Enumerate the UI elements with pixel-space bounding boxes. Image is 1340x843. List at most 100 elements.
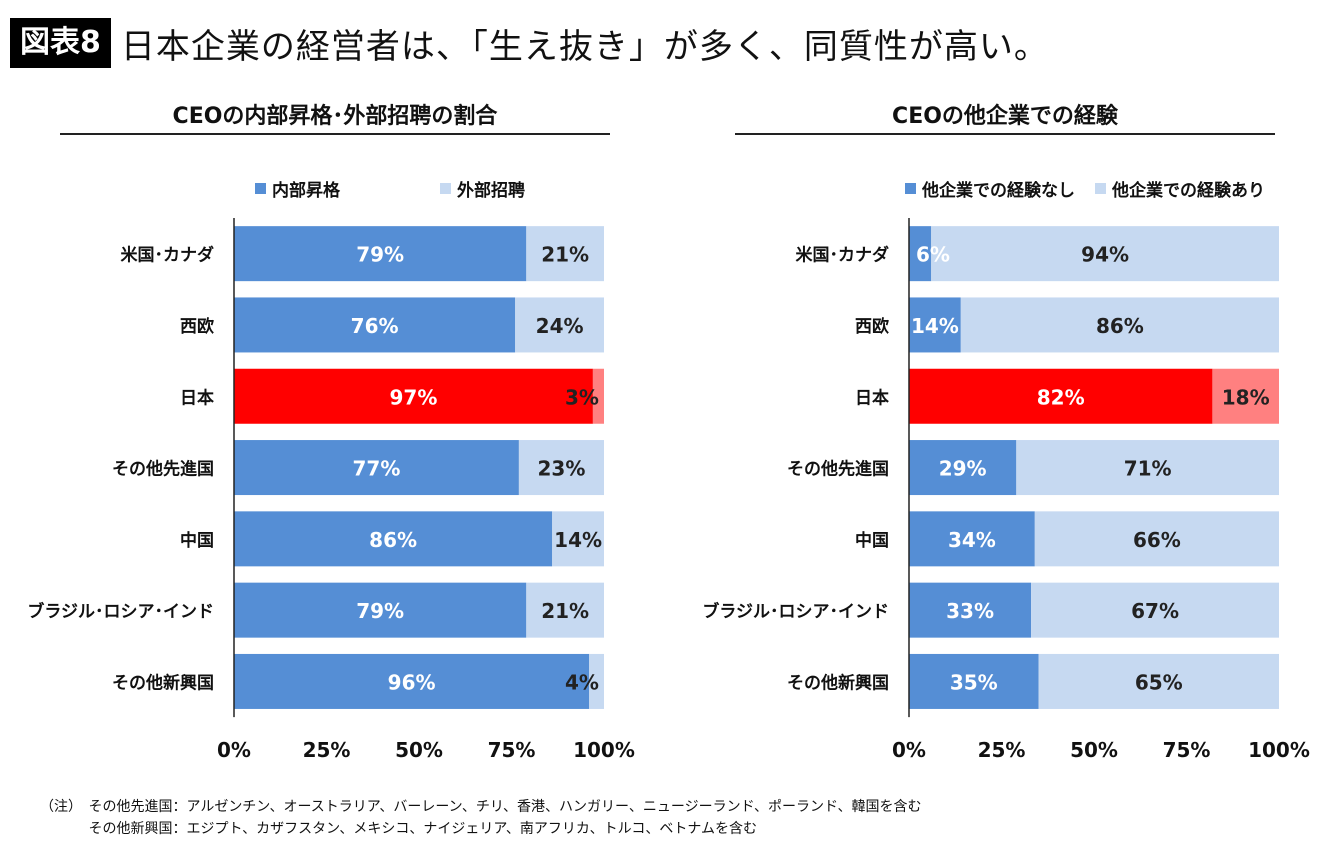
bar-segment-secondary [589,653,604,709]
bar-segment-primary [234,297,516,353]
bar-segment-primary [909,582,1032,638]
chart-2-legend: 他企業での経験なし 他企業での経験あり [905,176,1265,201]
data-label-primary: 77% [353,457,401,481]
chart-1-legend: 内部昇格 外部招聘 [255,176,525,201]
bar-segment-primary [234,440,519,496]
x-tick-label: 0% [892,738,926,762]
category-label: 米国･カナダ [121,245,215,266]
data-label-secondary: 66% [1133,528,1181,552]
category-label: その他新興国 [787,672,889,693]
data-label-primary: 29% [939,457,987,481]
category-label: 日本 [855,387,889,408]
category-label: ブラジル･ロシア･インド [702,601,889,622]
category-label: その他先進国 [112,459,214,480]
data-label-secondary: 65% [1135,670,1183,694]
bar-segment-primary [909,297,961,353]
legend-item: 他企業での経験あり [1095,176,1265,201]
chart-1-title: CEOの内部昇格･外部招聘の割合 [172,104,498,129]
chart-2-plot: 米国･カナダ 6% 94% 西欧 14% 86% 日本 82% 18% その他先進国 29% 71% 中… [702,218,1310,762]
bar-segment-secondary [1031,582,1279,638]
legend-label: 外部招聘 [457,181,525,201]
data-label-secondary: 71% [1124,457,1172,481]
legend-swatch-primary [905,183,916,194]
data-label-secondary: 21% [541,599,589,623]
legend-swatch-primary [255,183,266,194]
legend-label: 他企業での経験あり [1112,181,1265,201]
footnote-line-1: （注） その他先進国：アルゼンチン、オーストラリア、バーレーン、チリ、香港、ハン… [40,796,921,816]
bar-segment-primary [234,582,527,638]
bar-segment-secondary [960,297,1279,353]
data-label-secondary: 18% [1222,385,1270,409]
footnote-text: その他先進国：アルゼンチン、オーストラリア、バーレーン、チリ、香港、ハンガリー、… [88,799,922,815]
x-tick-label: 75% [488,738,536,762]
data-label-primary: 14% [911,314,959,338]
footnote-prefix: （注） [40,799,82,815]
data-label-secondary: 4% [565,670,599,694]
data-label-secondary: 3% [565,385,599,409]
data-label-primary: 97% [390,385,438,409]
data-label-primary: 79% [356,599,404,623]
x-tick-label: 25% [978,738,1026,762]
bar-segment-secondary [592,368,604,424]
x-tick-label: 25% [303,738,351,762]
category-label: 中国 [855,530,889,551]
data-label-primary: 6% [916,243,950,267]
bar-segment-secondary [1034,511,1279,567]
category-label: 西欧 [180,316,214,337]
x-tick-label: 100% [573,738,635,762]
bar-segment-secondary [526,582,604,638]
data-label-secondary: 14% [554,528,602,552]
category-label: 西欧 [855,316,889,337]
bar-segment-secondary [1038,653,1279,709]
data-label-primary: 33% [946,599,994,623]
footnote-line-2: その他新興国：エジプト、カザフスタン、メキシコ、ナイジェリア、南アフリカ、トルコ… [40,818,757,838]
headline: 日本企業の経営者は、「生え抜き」が多く、同質性が高い。 [120,26,1049,67]
bar-segment-secondary [526,226,604,282]
category-label: 中国 [180,530,214,551]
data-label-primary: 35% [950,670,998,694]
bar-segment-primary [909,440,1017,496]
figure-label: 図表8 [10,18,111,68]
bar-segment-primary [909,226,932,282]
x-tick-label: 50% [1070,738,1118,762]
bar-segment-primary [909,368,1213,424]
data-label-secondary: 86% [1096,314,1144,338]
category-label: 日本 [180,387,214,408]
x-tick-label: 75% [1163,738,1211,762]
legend-item: 外部招聘 [440,176,525,201]
data-label-secondary: 94% [1081,243,1129,267]
legend-swatch-secondary [440,183,451,194]
bar-segment-primary [234,368,593,424]
data-label-primary: 96% [388,670,436,694]
legend-label: 他企業での経験なし [922,181,1075,201]
chart-1-plot: 米国･カナダ 79% 21% 西欧 76% 24% 日本 97% 3% その他先進国 77% 23% 中… [27,218,635,762]
data-label-primary: 34% [948,528,996,552]
x-tick-label: 100% [1248,738,1310,762]
bar-segment-secondary [931,226,1279,282]
x-tick-label: 50% [395,738,443,762]
footnote-text: その他新興国：エジプト、カザフスタン、メキシコ、ナイジェリア、南アフリカ、トルコ… [88,821,757,837]
x-tick-label: 0% [217,738,251,762]
data-label-secondary: 21% [541,243,589,267]
data-label-primary: 86% [369,528,417,552]
bar-segment-secondary [552,511,604,567]
figure-header: 図表8 日本企業の経営者は、「生え抜き」が多く、同質性が高い。 [10,18,1049,68]
legend-swatch-secondary [1095,183,1106,194]
bar-segment-primary [234,226,527,282]
chart-1-title-rule [60,133,610,135]
data-label-secondary: 23% [538,457,586,481]
bar-segment-primary [234,511,553,567]
bar-segment-primary [909,511,1035,567]
bar-segment-primary [909,653,1039,709]
bar-segment-secondary [1212,368,1279,424]
bar-segment-secondary [518,440,604,496]
bar-segment-secondary [1016,440,1279,496]
data-label-primary: 76% [351,314,399,338]
bar-segment-primary [234,653,590,709]
legend-item: 内部昇格 [255,176,340,201]
data-label-secondary: 24% [536,314,584,338]
category-label: その他先進国 [787,459,889,480]
legend-item: 他企業での経験なし [905,176,1075,201]
chart-2-title: CEOの他企業での経験 [892,104,1118,129]
category-label: その他新興国 [112,672,214,693]
